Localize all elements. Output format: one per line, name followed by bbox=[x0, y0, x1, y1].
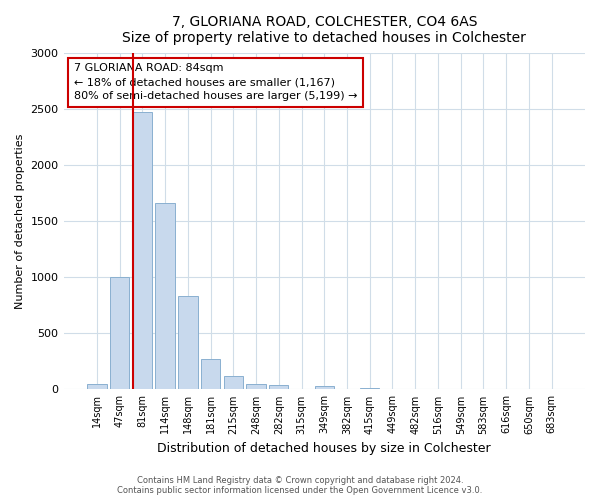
Bar bbox=[155, 204, 175, 390]
Bar bbox=[110, 278, 130, 390]
X-axis label: Distribution of detached houses by size in Colchester: Distribution of detached houses by size … bbox=[157, 442, 491, 455]
Title: 7, GLORIANA ROAD, COLCHESTER, CO4 6AS
Size of property relative to detached hous: 7, GLORIANA ROAD, COLCHESTER, CO4 6AS Si… bbox=[122, 15, 526, 45]
Bar bbox=[247, 384, 266, 390]
Text: 7 GLORIANA ROAD: 84sqm
← 18% of detached houses are smaller (1,167)
80% of semi-: 7 GLORIANA ROAD: 84sqm ← 18% of detached… bbox=[74, 64, 358, 102]
Bar bbox=[360, 388, 379, 390]
Y-axis label: Number of detached properties: Number of detached properties bbox=[15, 134, 25, 309]
Bar bbox=[314, 386, 334, 390]
Bar bbox=[178, 296, 197, 390]
Bar bbox=[224, 376, 243, 390]
Bar bbox=[269, 385, 289, 390]
Bar bbox=[201, 359, 220, 390]
Bar bbox=[133, 112, 152, 390]
Bar bbox=[87, 384, 107, 390]
Text: Contains HM Land Registry data © Crown copyright and database right 2024.
Contai: Contains HM Land Registry data © Crown c… bbox=[118, 476, 482, 495]
